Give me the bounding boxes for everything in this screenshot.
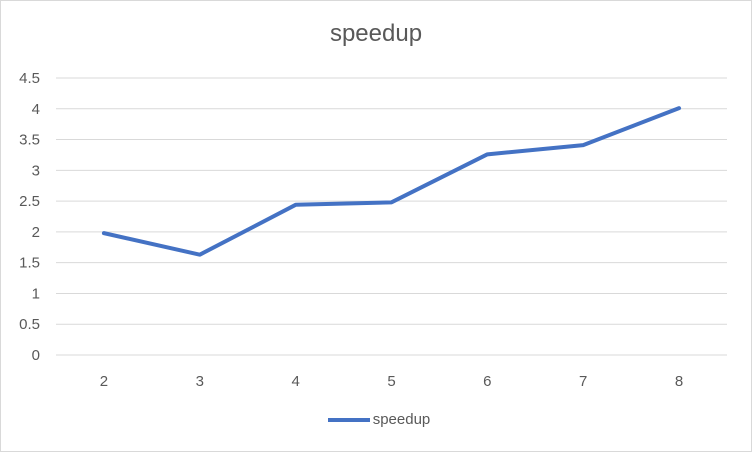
y-tick-label: 4.5 <box>19 70 40 87</box>
x-tick-label: 8 <box>675 373 683 390</box>
y-tick-label: 1 <box>32 285 40 302</box>
x-tick-label: 2 <box>100 373 108 390</box>
x-tick-label: 3 <box>196 373 204 390</box>
x-tick-label: 7 <box>579 373 587 390</box>
legend: speedup <box>0 411 752 428</box>
x-axis-ticks: 2 3 4 5 6 7 8 <box>100 373 683 390</box>
y-tick-label: 1.5 <box>19 255 40 272</box>
x-tick-label: 4 <box>291 373 299 390</box>
y-tick-label: 2 <box>32 224 40 241</box>
x-tick-label: 5 <box>387 373 395 390</box>
y-tick-label: 4 <box>32 101 40 118</box>
series-line-speedup <box>101 106 682 257</box>
y-axis-ticks: 0 0.5 1 1.5 2 2.5 3 3.5 4 4.5 <box>19 70 40 364</box>
y-tick-label: 2.5 <box>19 193 40 210</box>
gridlines <box>56 77 727 356</box>
legend-label-speedup: speedup <box>372 411 431 428</box>
chart-title: speedup <box>329 20 423 47</box>
x-tick-label: 6 <box>483 373 491 390</box>
y-tick-label: 0.5 <box>19 316 40 333</box>
legend-swatch-speedup <box>327 417 370 422</box>
y-tick-label: 3.5 <box>19 132 40 149</box>
y-tick-label: 3 <box>32 162 40 179</box>
series-layer <box>101 106 682 257</box>
y-tick-label: 0 <box>32 347 40 364</box>
